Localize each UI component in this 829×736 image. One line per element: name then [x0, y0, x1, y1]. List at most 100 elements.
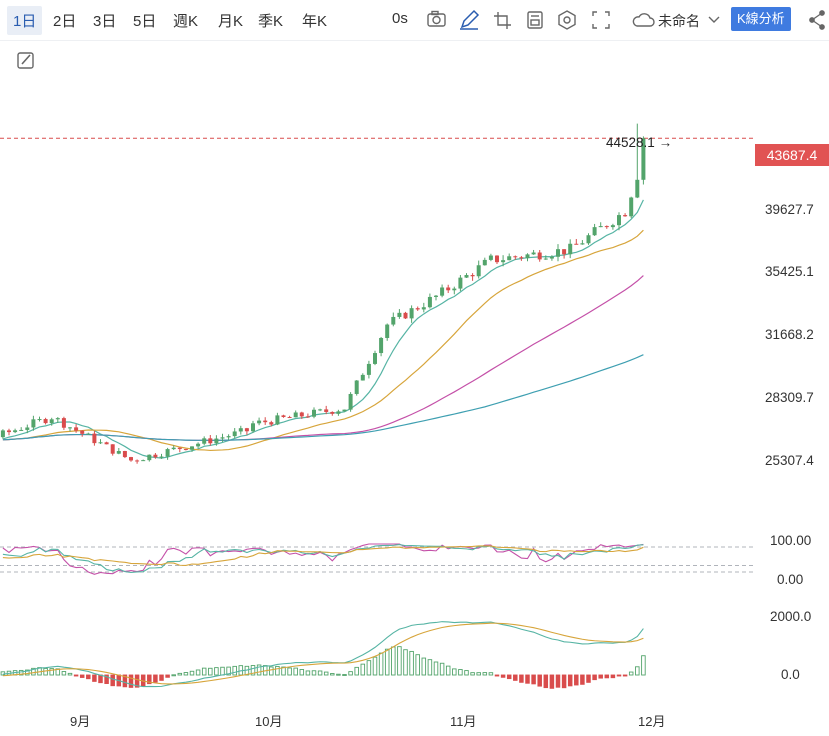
macd-histogram-bar — [494, 674, 500, 677]
candle-body — [305, 416, 310, 418]
period-month-button[interactable]: 月K — [218, 13, 244, 30]
candle-body — [348, 393, 353, 410]
fullscreen-icon[interactable] — [592, 11, 610, 29]
macd-histogram-bar — [342, 674, 347, 676]
candle-body — [238, 428, 243, 432]
macd-histogram-bar — [336, 673, 341, 676]
macd-histogram-bar — [519, 674, 524, 683]
period-1d-button[interactable]: 1日 — [7, 6, 43, 35]
candle-body — [629, 197, 634, 217]
period-quarter-button[interactable]: 季K — [258, 13, 284, 30]
candle-body — [525, 254, 530, 259]
settings-icon[interactable] — [558, 10, 576, 30]
candle-body — [537, 252, 542, 260]
camera-icon[interactable] — [427, 10, 446, 27]
candle-body — [281, 415, 286, 418]
candle-body — [409, 308, 414, 319]
macd-histogram-bar — [195, 669, 201, 676]
candle-body — [427, 296, 432, 308]
candle-body — [452, 288, 457, 291]
candle-body — [592, 227, 597, 236]
osc-tick-label: 0.00 — [777, 572, 804, 587]
candle-body — [330, 411, 335, 414]
macd-tick-label: 2000.0 — [770, 609, 812, 624]
candle-body — [61, 418, 66, 428]
pencil-icon[interactable] — [460, 9, 480, 30]
k-line-analysis-button[interactable]: K線分析 — [731, 7, 791, 31]
period-3d-button[interactable]: 3日 — [93, 13, 117, 30]
macd-histogram-bar — [592, 674, 597, 681]
candle-body — [415, 308, 420, 310]
candle-body — [86, 433, 91, 435]
candle-body — [366, 363, 371, 375]
macd-histogram-bar — [537, 674, 542, 687]
crop-icon[interactable] — [494, 12, 511, 29]
macd-histogram-bar — [98, 674, 103, 684]
period-week-button[interactable]: 週K — [173, 13, 199, 30]
candle-body — [25, 427, 30, 430]
macd-histogram-bar — [73, 674, 79, 677]
candle-body — [342, 409, 347, 412]
period-5d-button[interactable]: 5日 — [133, 13, 157, 30]
chevron-down-icon[interactable] — [708, 16, 720, 23]
macd-histogram-bar — [86, 674, 91, 680]
macd-histogram-bar — [256, 664, 262, 676]
moving-average-line-2 — [2, 229, 644, 452]
candle-body — [549, 256, 554, 259]
macd-histogram-bar — [531, 674, 536, 685]
macd-histogram-bar — [470, 672, 475, 676]
macd-histogram-bar — [293, 667, 298, 676]
macd-histogram-bar — [165, 674, 170, 678]
candle-body — [129, 457, 133, 461]
period-year-button[interactable]: 年K — [302, 13, 328, 30]
layout-name-label[interactable]: 未命名 — [658, 13, 700, 29]
macd-histogram-bar — [500, 674, 506, 678]
macd-histogram-bar — [281, 666, 286, 676]
candle-body — [458, 277, 463, 289]
macd-histogram-bar — [525, 674, 530, 684]
candle-body — [202, 438, 207, 444]
x-tick-label: 11月 — [450, 714, 477, 729]
period-2d-button[interactable]: 2日 — [53, 13, 77, 30]
macd-tick-label: 0.0 — [781, 667, 800, 682]
macd-histogram-bar — [458, 669, 463, 676]
candle-body — [598, 226, 603, 228]
drawing-tool-icon[interactable] — [16, 50, 38, 77]
share-icon[interactable] — [809, 10, 825, 30]
macd-histogram-bar — [67, 672, 73, 676]
candle-body — [31, 419, 36, 428]
macd-histogram-bar — [445, 665, 451, 676]
macd-histogram-bar — [61, 671, 67, 676]
candle-body — [623, 215, 628, 217]
candle-body — [543, 258, 548, 260]
cloud-icon[interactable] — [632, 13, 655, 27]
candle-body — [336, 411, 341, 414]
candle-body — [171, 447, 176, 450]
candle-body — [244, 428, 249, 432]
macd-histogram-bar — [409, 650, 414, 676]
oscillator-line-3 — [2, 545, 644, 566]
candle-body — [263, 420, 268, 423]
candle-body — [275, 415, 280, 425]
oscillator-line-1 — [2, 543, 644, 575]
candle-body — [269, 422, 274, 425]
moving-average-line-1 — [2, 199, 644, 459]
candle-body — [385, 324, 390, 338]
candle-body — [37, 419, 42, 421]
candle-body — [397, 312, 402, 317]
candle-body — [7, 430, 11, 433]
candle-body — [116, 451, 121, 454]
chart-toolbar: 1日 2日 3日 5日 週K 月K 季K 年K 0s — [0, 0, 829, 41]
macd-histogram-bar — [403, 649, 408, 676]
candle-body — [214, 438, 219, 444]
macd-histogram-bar — [476, 672, 481, 676]
calculator-icon[interactable] — [527, 11, 543, 29]
candle-body — [446, 287, 451, 291]
macd-histogram-bar — [543, 674, 549, 689]
candle-body — [49, 419, 54, 424]
y-tick-label: 39627.7 — [765, 202, 814, 217]
macd-histogram-bar — [201, 667, 207, 676]
macd-histogram-bar — [555, 674, 561, 688]
candle-body — [403, 312, 408, 319]
